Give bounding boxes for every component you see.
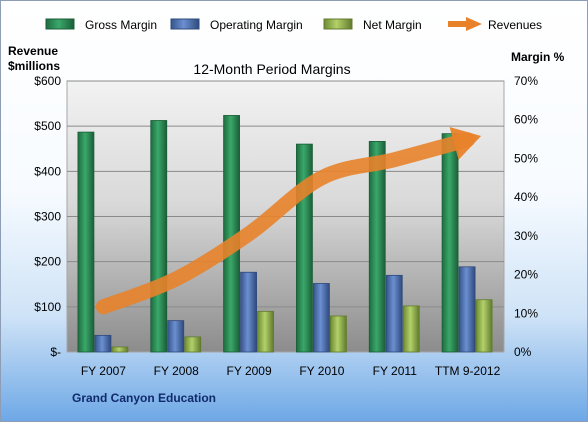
bar-operating-margin — [167, 320, 185, 353]
x-tick-label: FY 2008 — [154, 364, 199, 378]
bar-operating-margin — [94, 334, 112, 353]
legend-swatch-gross — [45, 18, 75, 30]
right-ticks: 0% 10% 20% 30% 40% 50% 60% 70% — [514, 74, 538, 359]
left-axis-label-line1: Revenue — [8, 44, 58, 58]
left-tick-label: $500 — [34, 119, 61, 133]
bar-operating-margin — [313, 283, 330, 353]
bar-gross-margin — [150, 120, 168, 353]
revenue-arrow — [95, 127, 482, 315]
bar-gross-margin — [441, 133, 459, 353]
right-axis-label: Margin % — [511, 50, 565, 64]
legend-swatch-net — [323, 18, 353, 30]
left-tick-label: $300 — [34, 210, 61, 224]
right-tick-label: 50% — [514, 151, 538, 165]
right-tick-label: 10% — [514, 306, 538, 320]
company-name: Grand Canyon Education — [72, 391, 216, 405]
chart-title: 12-Month Period Margins — [193, 61, 350, 77]
legend-swatch-operating — [170, 18, 200, 30]
bar-gross-margin — [296, 143, 313, 353]
x-labels: FY 2007 FY 2008 FY 2009 FY 2010 FY 2011 TTM 9… — [81, 364, 501, 378]
bar-gross-margin — [77, 131, 95, 353]
legend-label-operating: Operating Margin — [210, 18, 303, 32]
bar-net-margin — [330, 315, 347, 353]
right-tick-label: 60% — [514, 113, 538, 127]
left-tick-label: $400 — [34, 164, 61, 178]
x-tick-label: TTM 9-2012 — [435, 364, 501, 378]
legend-label-revenues: Revenues — [488, 18, 542, 32]
bar-net-margin — [257, 310, 274, 353]
right-tick-label: 30% — [514, 229, 538, 243]
legend-swatch-revenues — [448, 17, 482, 31]
bar-gross-margin — [368, 140, 386, 353]
revenue-arrowhead — [449, 127, 482, 160]
x-tick-label: FY 2007 — [81, 364, 126, 378]
right-tick-label: 20% — [514, 268, 538, 282]
bar-net-margin — [184, 336, 202, 353]
bar-net-margin — [475, 299, 493, 353]
revenue-line — [95, 132, 476, 315]
left-tick-label: $100 — [34, 300, 61, 314]
x-tick-label: FY 2011 — [373, 364, 418, 378]
left-tick-label: $200 — [34, 255, 61, 269]
legend-label-net: Net Margin — [363, 18, 422, 32]
right-tick-label: 40% — [514, 190, 538, 204]
legend-label-gross: Gross Margin — [85, 18, 157, 32]
left-ticks: $- $100 $200 $300 $400 $500 $600 — [34, 74, 61, 359]
bar-operating-margin — [240, 271, 257, 353]
bar-net-margin — [402, 305, 420, 353]
x-tick-label: FY 2010 — [299, 364, 344, 378]
bar-operating-margin — [458, 266, 476, 353]
legend: Gross Margin Operating Margin Net Margin… — [45, 17, 542, 32]
x-tick-label: FY 2009 — [227, 364, 272, 378]
gridlines — [67, 80, 504, 308]
bar-operating-margin — [385, 274, 403, 353]
right-tick-label: 70% — [514, 74, 538, 88]
left-tick-label: $600 — [34, 74, 61, 88]
right-tick-label: 0% — [514, 345, 532, 359]
left-tick-label: $- — [50, 345, 61, 359]
bar-net-margin — [111, 346, 129, 353]
left-axis-label-line2: $millions — [8, 59, 60, 73]
